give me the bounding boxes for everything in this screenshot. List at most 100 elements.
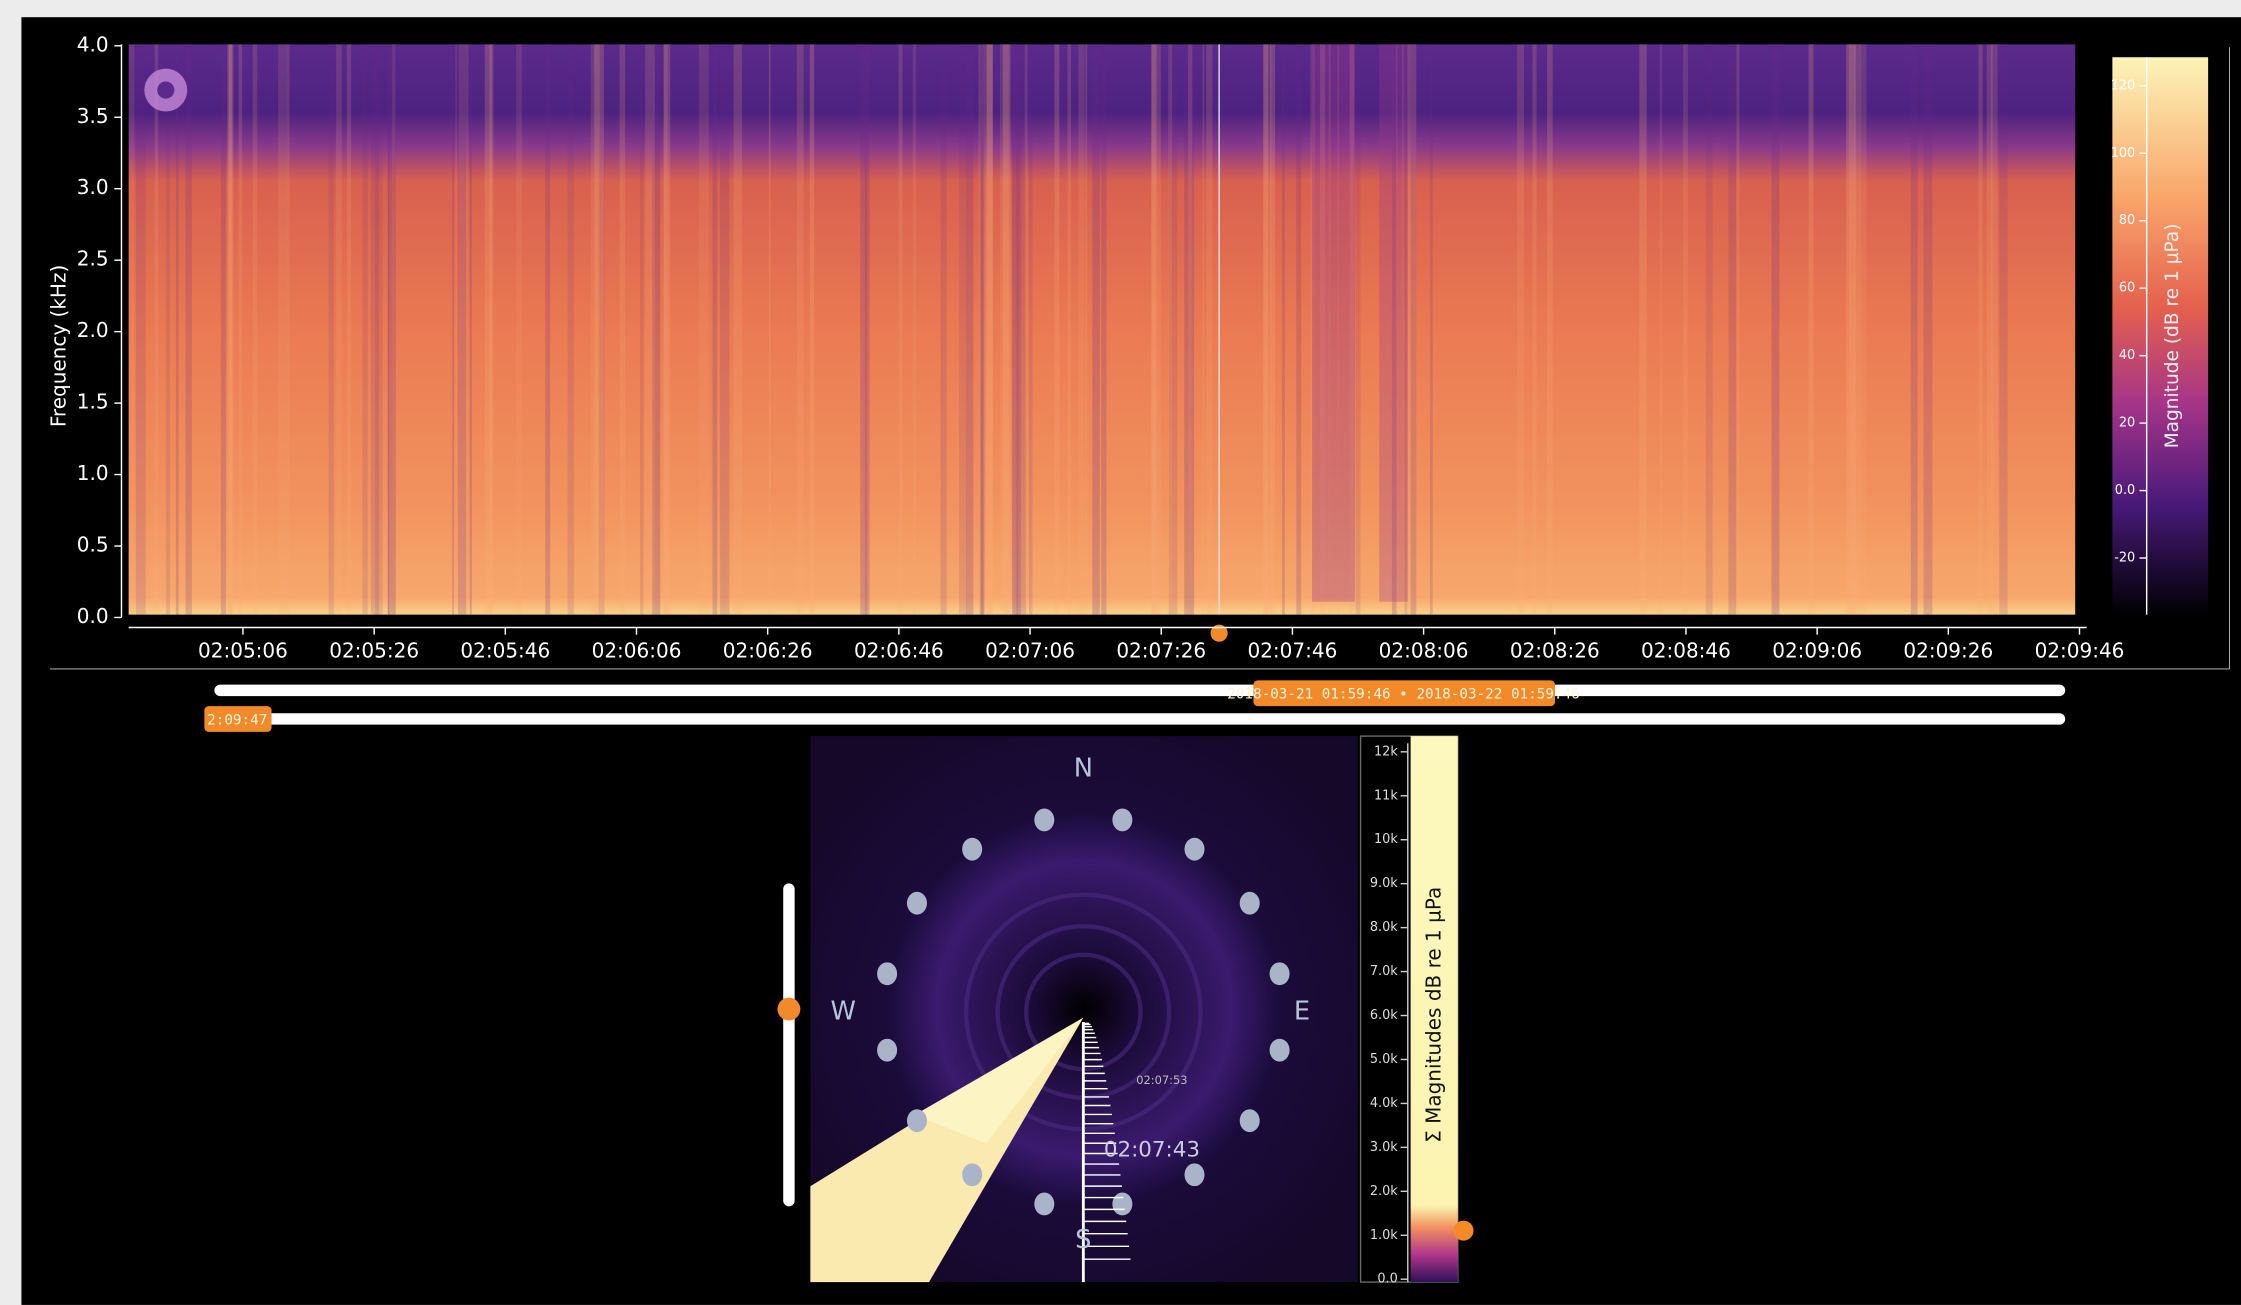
y-tick-label: 1.5 xyxy=(77,390,109,414)
stripe xyxy=(129,44,135,614)
stripe xyxy=(1706,44,1713,614)
stripe xyxy=(176,44,179,614)
x-tick-label: 02:09:06 xyxy=(1772,638,1862,662)
settings-icon[interactable] xyxy=(144,69,187,112)
stripe xyxy=(1078,44,1084,614)
stripe xyxy=(278,44,287,614)
page: Frequency (kHz) 0.00.51.01.52.02.53.03.5… xyxy=(0,0,2241,1305)
stripe xyxy=(1639,44,1646,614)
colorbar-tick-label: 20 xyxy=(2119,416,2135,431)
magnitude-handle[interactable] xyxy=(1454,1221,1474,1241)
y-tick-label: 2.0 xyxy=(77,318,109,342)
microphone xyxy=(877,1039,897,1062)
stripe xyxy=(1911,44,1918,614)
stripe xyxy=(1999,44,2007,614)
x-tick-label: 02:05:26 xyxy=(329,638,419,662)
magnitude-tick-label: 4.0k xyxy=(1370,1096,1398,1111)
microphone xyxy=(1112,1193,1132,1216)
microphone xyxy=(962,838,982,861)
y-tick-label: 1.0 xyxy=(77,461,109,485)
x-tick-label: 02:08:46 xyxy=(1641,638,1731,662)
stripe xyxy=(769,44,771,614)
stripe xyxy=(1296,44,1301,614)
stripe xyxy=(810,44,814,614)
magnitude-tick-label: 8.0k xyxy=(1370,920,1398,935)
stripe xyxy=(1085,44,1087,614)
stripe xyxy=(452,44,453,614)
stripe xyxy=(221,44,226,614)
x-tick-label: 02:05:06 xyxy=(198,638,288,662)
y-axis-label: Frequency (kHz) xyxy=(47,265,71,427)
stripe xyxy=(155,44,159,614)
magnitude-tick-label: 12k xyxy=(1374,744,1398,759)
magnitude-tick-label: 0.0 xyxy=(1377,1272,1397,1287)
stripe xyxy=(913,44,916,614)
stripe xyxy=(1411,44,1417,614)
stripe xyxy=(388,44,390,614)
stripe xyxy=(966,44,973,614)
stripe xyxy=(166,44,170,614)
stripe xyxy=(1660,44,1663,614)
stripe xyxy=(1860,44,1866,614)
stripe xyxy=(1067,44,1071,614)
stripe xyxy=(239,44,243,614)
compass-label: W xyxy=(831,996,856,1026)
stripe xyxy=(470,44,472,614)
stripe xyxy=(388,44,396,614)
range-slider[interactable] xyxy=(214,685,2065,696)
range-slider-label: 2018-03-21 01:59:46 • 2018-03-22 01:59:4… xyxy=(1227,687,1580,703)
stripe xyxy=(1854,44,1861,614)
time-slider[interactable] xyxy=(214,713,2065,724)
colorbar-label: Magnitude (dB re 1 µPa) xyxy=(2162,223,2183,448)
stripe xyxy=(375,44,383,614)
stripe xyxy=(227,44,231,614)
stripe xyxy=(253,44,257,614)
stripe xyxy=(1054,44,1059,614)
compass-label: E xyxy=(1294,996,1310,1026)
time-slider-label: 2:09:47 xyxy=(207,712,267,728)
stripe xyxy=(1206,44,1212,614)
stripe xyxy=(981,44,983,614)
stripe xyxy=(1000,44,1009,614)
vertical-slider-handle[interactable] xyxy=(777,998,800,1021)
y-tick-label: 4.0 xyxy=(77,32,109,56)
magnitude-tick-label: 11k xyxy=(1374,788,1398,803)
microphone xyxy=(1240,892,1260,915)
stripe xyxy=(347,44,351,614)
x-tick-label: 02:09:46 xyxy=(2035,638,2125,662)
stripe xyxy=(1517,44,1524,614)
stripe xyxy=(455,44,457,614)
microphone xyxy=(877,962,897,985)
colorbar-tick-label: 40 xyxy=(2119,348,2135,363)
microphone xyxy=(1184,1163,1204,1186)
vertical-slider[interactable] xyxy=(783,883,794,1206)
x-tick-label: 02:09:26 xyxy=(1903,638,1993,662)
stripe xyxy=(1379,44,1408,601)
y-tick-label: 0.5 xyxy=(77,533,109,557)
magnitude-tick-label: 7.0k xyxy=(1370,964,1398,979)
x-tick-label: 02:06:06 xyxy=(592,638,682,662)
stripe xyxy=(362,44,367,614)
colorbar-tick-label: 80 xyxy=(2119,213,2135,228)
stripe xyxy=(720,44,729,614)
x-tick-label: 02:05:46 xyxy=(460,638,550,662)
stripe xyxy=(1736,44,1739,614)
stripe xyxy=(797,44,804,614)
microphone xyxy=(962,1163,982,1186)
microphone xyxy=(907,1109,927,1132)
colorbar-tick-label: -20 xyxy=(2114,551,2135,566)
colorbar-tick-label: 120 xyxy=(2111,78,2136,93)
stripe xyxy=(1282,44,1285,614)
stripe xyxy=(1924,44,1933,614)
microphone xyxy=(1112,808,1132,831)
colorbar-tick-label: 0.0 xyxy=(2115,483,2135,498)
magnitude-tick-label: 9.0k xyxy=(1370,876,1398,891)
stripe xyxy=(1184,44,1194,614)
stripe xyxy=(664,44,670,614)
x-tick-label: 02:07:46 xyxy=(1247,638,1337,662)
stripe xyxy=(1849,44,1853,614)
stripe xyxy=(485,44,492,614)
stripe xyxy=(1356,44,1361,614)
stripe xyxy=(1991,44,1998,614)
microphone xyxy=(1184,838,1204,861)
